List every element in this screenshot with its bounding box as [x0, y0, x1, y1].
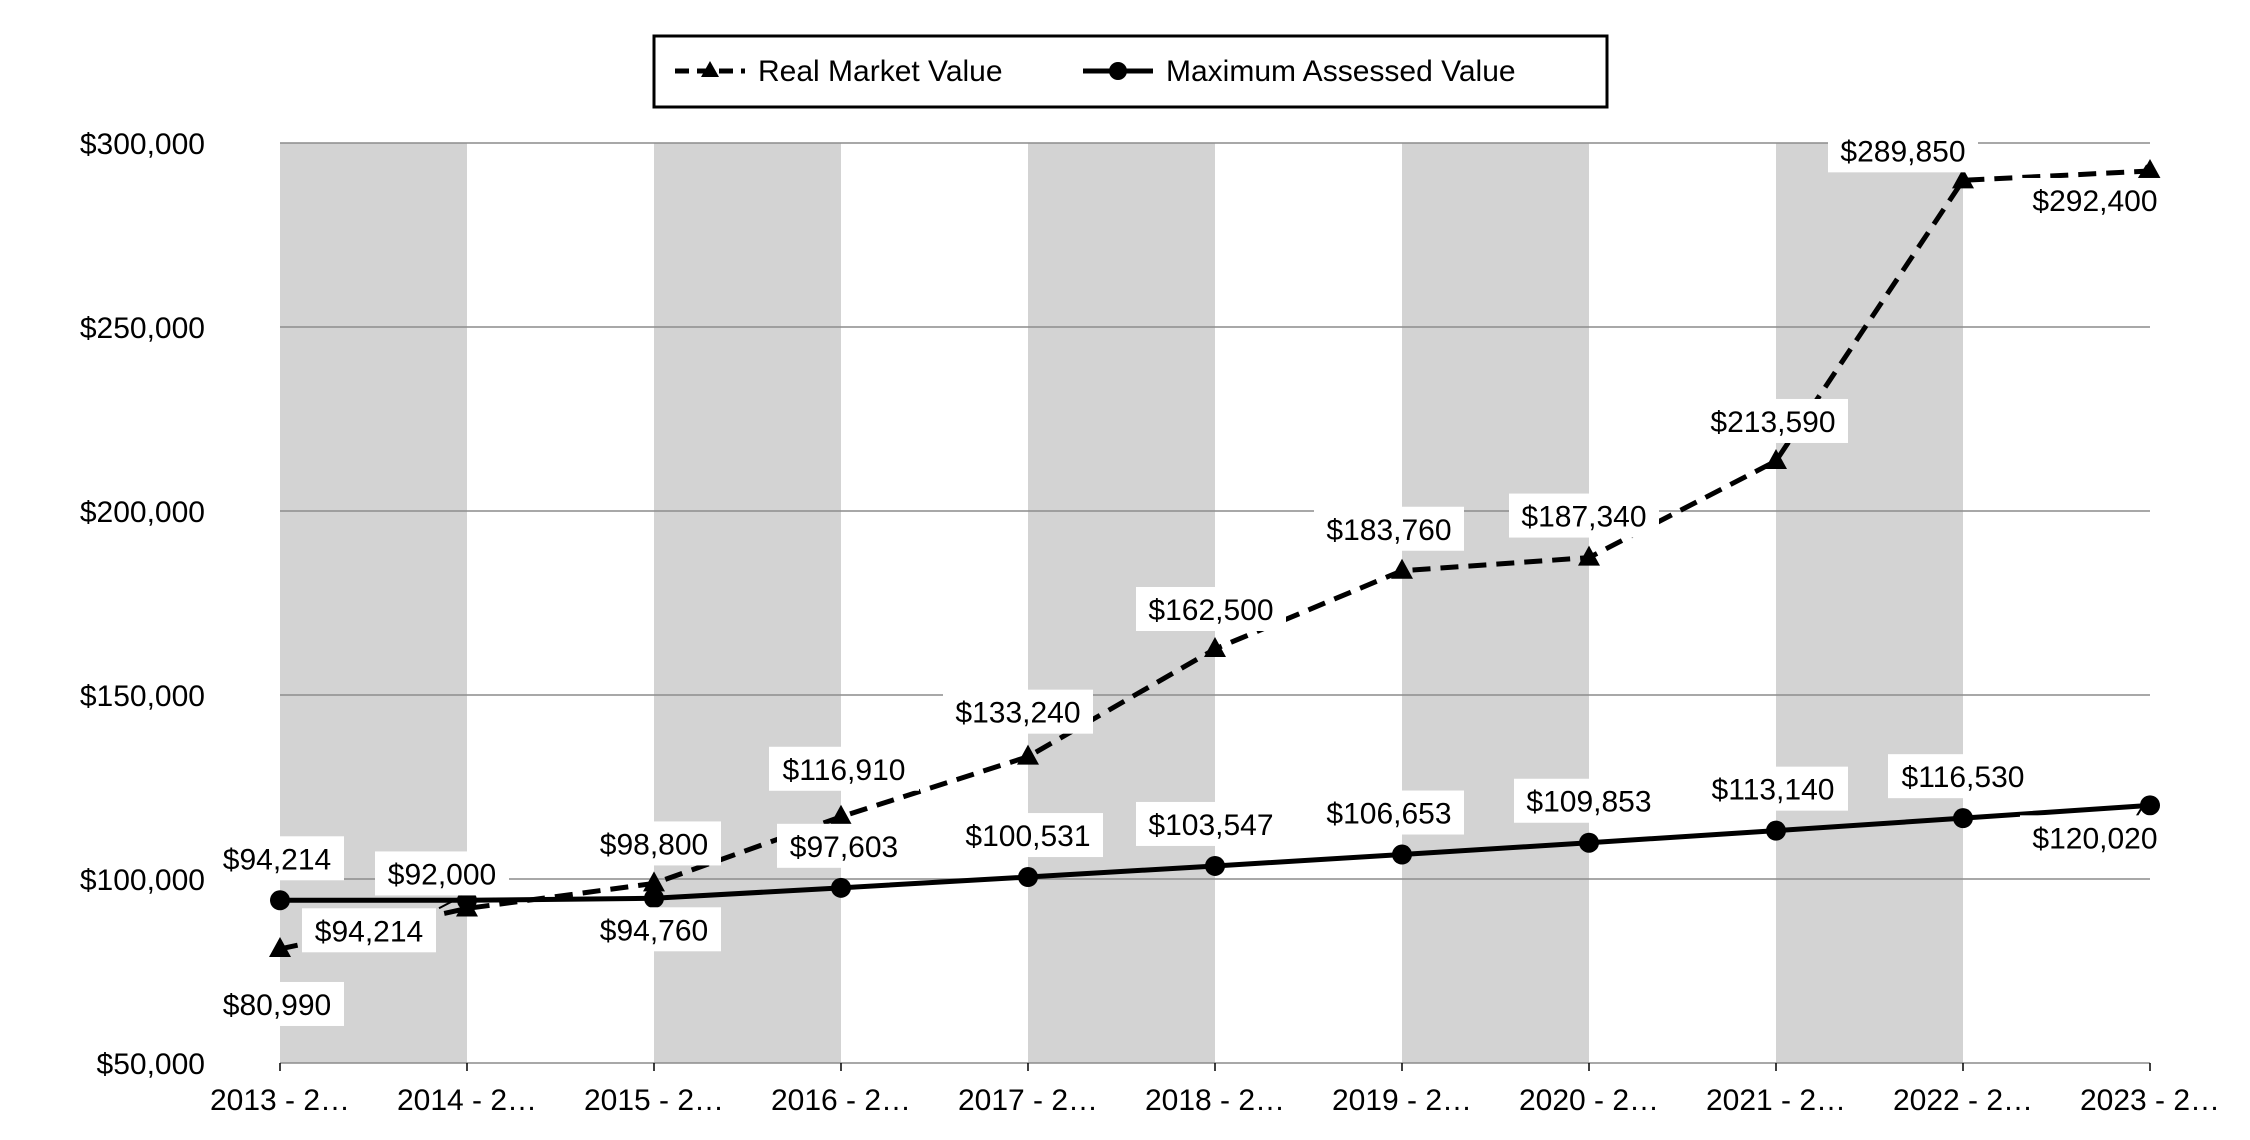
- data-label-bg: [1314, 506, 1464, 551]
- data-label-bg: [587, 821, 721, 866]
- data-label: $92,000: [388, 858, 496, 891]
- label-leader-line: [438, 895, 463, 910]
- data-label: $183,760: [1326, 514, 1451, 547]
- data-label-bg: [1888, 754, 2038, 799]
- point-maximum-assessed-value: [644, 888, 664, 909]
- data-label-bg: [2020, 815, 2170, 860]
- point-maximum-assessed-value: [270, 890, 290, 911]
- point-maximum-assessed-value: [1392, 844, 1412, 865]
- data-label-bg: [210, 981, 344, 1026]
- data-label: $187,340: [1521, 501, 1646, 534]
- data-label-bg: [943, 689, 1093, 734]
- x-tick-label: 2018 - 2…: [1145, 1084, 1285, 1117]
- data-label: $106,653: [1326, 798, 1451, 831]
- point-maximum-assessed-value: [1579, 832, 1599, 853]
- point-maximum-assessed-value: [1018, 867, 1038, 888]
- x-axis: 2013 - 2… 2014 - 2… 2015 - 2… 2016 - 2… 2017…: [210, 1063, 2220, 1117]
- point-real-market-value: [643, 871, 665, 892]
- x-tick-label: 2023 - 2…: [2080, 1084, 2220, 1117]
- data-label: $162,500: [1148, 594, 1273, 627]
- x-tick-label: 2015 - 2…: [584, 1084, 724, 1117]
- point-maximum-assessed-value: [2140, 795, 2160, 816]
- background-bands: [280, 143, 1963, 1063]
- data-label: $94,214: [223, 843, 331, 876]
- data-label: $98,800: [600, 828, 708, 861]
- data-label: $289,850: [1840, 135, 1965, 168]
- y-tick-label: $150,000: [80, 680, 205, 713]
- data-label: $120,020: [2032, 822, 2157, 855]
- data-label: $94,214: [315, 915, 423, 948]
- y-tick-label: $200,000: [80, 496, 205, 529]
- y-tick-label: $250,000: [80, 312, 205, 345]
- data-label-bg: [1136, 801, 1286, 846]
- x-tick-label: 2013 - 2…: [210, 1084, 350, 1117]
- data-label-bg: [1828, 128, 1978, 173]
- data-label: $292,400: [2032, 185, 2157, 218]
- point-real-market-value: [830, 804, 852, 825]
- x-tick-label: 2020 - 2…: [1519, 1084, 1659, 1117]
- data-label: $103,547: [1148, 809, 1273, 842]
- data-label: $97,603: [790, 831, 898, 864]
- band-6: [1402, 143, 1589, 1063]
- data-label: $80,990: [223, 989, 331, 1022]
- legend[interactable]: Real Market Value Maximum Assessed Value: [652, 34, 1609, 109]
- point-real-market-value: [1952, 168, 1974, 189]
- point-real-market-value: [269, 936, 291, 957]
- data-label-bg: [375, 851, 509, 896]
- data-label: $213,590: [1710, 406, 1835, 439]
- data-label: $133,240: [955, 697, 1080, 730]
- y-tick-label: $100,000: [80, 864, 205, 897]
- band-8: [1776, 143, 1963, 1063]
- data-label: $109,853: [1526, 786, 1651, 819]
- data-label-bg: [587, 907, 721, 952]
- data-label-bg: [1509, 493, 1659, 538]
- data-label-bg: [1698, 398, 1848, 443]
- legend-label-rmv: Real Market Value: [758, 55, 1003, 88]
- point-maximum-assessed-value: [1766, 820, 1786, 841]
- x-tick-label: 2014 - 2…: [397, 1084, 537, 1117]
- data-label: $94,760: [600, 914, 708, 947]
- point-real-market-value: [1765, 448, 1787, 469]
- y-tick-label: $300,000: [80, 128, 205, 161]
- data-label: $113,140: [1712, 774, 1835, 807]
- data-label-bg: [2020, 177, 2170, 222]
- data-label: $116,530: [1902, 761, 2025, 794]
- data-label-bg: [1698, 766, 1848, 811]
- point-maximum-assessed-value: [1953, 808, 1973, 829]
- legend-circle-icon: [1109, 62, 1127, 80]
- legend-label-mav: Maximum Assessed Value: [1166, 55, 1516, 88]
- series-group: [269, 158, 2161, 957]
- data-label-bg: [1514, 778, 1664, 823]
- x-tick-label: 2019 - 2…: [1332, 1084, 1472, 1117]
- x-tick-label: 2021 - 2…: [1706, 1084, 1846, 1117]
- data-label-bg: [777, 823, 911, 868]
- data-label: $100,531: [965, 820, 1090, 853]
- data-label-bg: [302, 908, 436, 953]
- x-tick-label: 2016 - 2…: [771, 1084, 911, 1117]
- x-tick-label: 2017 - 2…: [958, 1084, 1098, 1117]
- point-maximum-assessed-value: [831, 877, 851, 898]
- point-real-market-value: [1204, 637, 1226, 657]
- data-labels: $80,990 $92,000 $98,800 $116,910 $133,240 $16…: [210, 128, 2170, 1026]
- data-label: $116,910: [783, 754, 906, 787]
- point-maximum-assessed-value: [1205, 855, 1225, 876]
- x-tick-label: 2022 - 2…: [1893, 1084, 2033, 1117]
- point-real-market-value: [1017, 744, 1039, 765]
- y-tick-label: $50,000: [97, 1048, 205, 1081]
- point-real-market-value: [2139, 158, 2161, 179]
- legend-triangle-icon: [701, 61, 719, 77]
- data-label-bg: [953, 813, 1103, 858]
- point-real-market-value: [1578, 545, 1600, 566]
- y-axis: $50,000 $100,000 $150,000 $200,000 $250,000 $…: [80, 128, 205, 1081]
- data-label-bg: [769, 746, 919, 791]
- point-real-market-value: [1391, 558, 1413, 579]
- data-label-bg: [1314, 790, 1464, 835]
- data-label-bg: [1136, 587, 1286, 631]
- data-label-bg: [210, 836, 344, 881]
